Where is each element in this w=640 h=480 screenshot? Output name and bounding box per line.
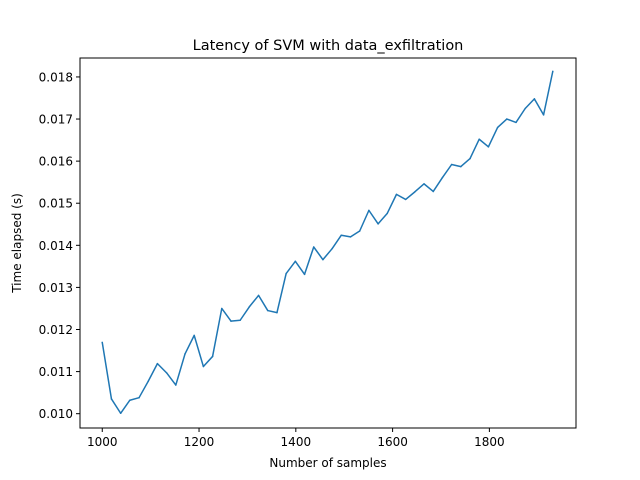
data-point [478,138,480,140]
data-point [119,412,122,415]
y-tick-label: 0.015 [39,197,73,211]
data-point [276,311,278,314]
data-point [377,223,379,225]
data-point [524,107,526,110]
plot-frame [79,57,577,429]
data-point [542,114,545,116]
data-point [386,212,389,215]
y-tick-label: 0.017 [39,113,73,127]
data-point [469,157,471,160]
data-point [101,341,104,344]
data-point [404,198,407,201]
y-tick-label: 0.010 [39,407,73,421]
data-point [349,236,352,238]
data-point [175,384,177,386]
x-tick-label: 1000 [87,435,118,449]
y-tick-label: 0.013 [39,281,73,295]
data-point [257,294,260,297]
data-point [303,273,306,276]
plot-layer [101,70,554,415]
y-tick-label: 0.014 [39,239,73,253]
chart-title: Latency of SVM with data_exfiltration [193,38,464,54]
data-point [110,398,113,400]
data-point [414,191,416,193]
data-point [487,146,490,148]
x-tick-label: 1400 [281,435,312,449]
data-point [184,353,186,355]
data-point [165,372,168,374]
data-point [312,246,315,248]
y-tick-label: 0.018 [39,70,73,84]
data-point [211,355,214,358]
x-tick-label: 1800 [474,435,505,449]
y-axis: 0.010 0.011 0.012 0.013 0.014 0.015 0.016 0.017… [39,70,80,421]
data-point [506,118,508,120]
data-point [368,209,370,212]
data-point [450,163,453,166]
data-point [441,176,444,179]
data-point [322,258,324,261]
data-point [239,319,241,321]
data-point [129,399,131,401]
data-point [230,320,232,322]
data-point [156,362,159,365]
data-point [552,70,554,73]
data-point [460,165,462,168]
x-tick-label: 1200 [184,435,215,449]
data-point [423,183,425,185]
data-point [496,126,499,129]
y-tick-label: 0.011 [39,365,73,379]
x-axis: 1000 1200 1400 1600 1800 [87,428,505,449]
y-tick-label: 0.012 [39,323,73,337]
data-point [358,230,361,232]
data-point [221,307,223,310]
y-axis-label: Time elapsed (s) [10,193,24,294]
data-point [533,98,536,100]
data-point [515,121,517,124]
data-point [294,260,297,263]
series-line [101,70,554,415]
data-point [285,272,287,275]
data-point [138,396,140,399]
data-point [202,365,205,368]
data-point [432,190,434,193]
y-tick-label: 0.016 [39,155,73,169]
x-axis-label: Number of samples [269,456,386,470]
data-point [395,193,398,196]
data-point [267,309,269,312]
data-point [340,234,343,236]
data-point [331,247,333,250]
data-point [147,380,149,383]
data-point [193,334,195,337]
data-point [248,306,251,308]
x-tick-label: 1600 [377,435,408,449]
